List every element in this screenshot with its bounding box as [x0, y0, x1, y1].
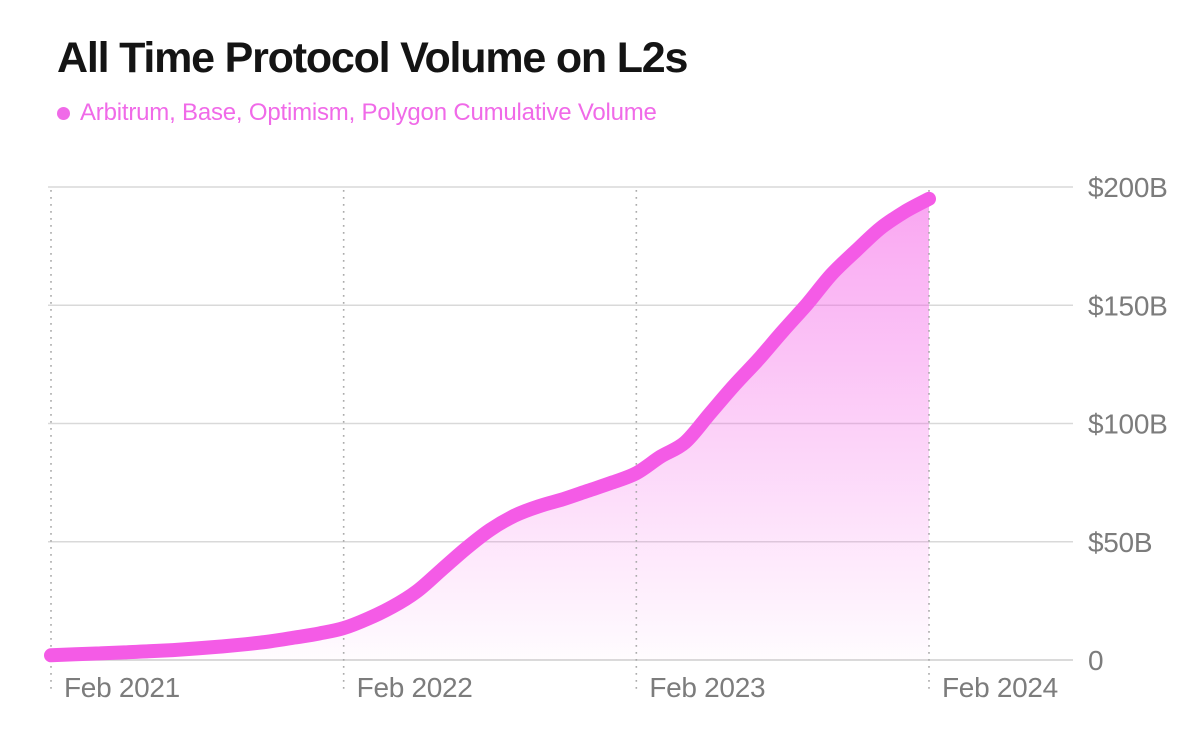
- area-fill-layer: [51, 198, 929, 661]
- legend: Arbitrum, Base, Optimism, Polygon Cumula…: [57, 99, 687, 127]
- y-axis-label: $200B: [1088, 172, 1167, 203]
- y-axis-label: $50B: [1088, 527, 1152, 558]
- volume-line-layer: [44, 191, 936, 663]
- x-axis-label: Feb 2022: [357, 672, 473, 703]
- x-axis-label: Feb 2021: [64, 672, 180, 703]
- y-axis-label: 0: [1088, 645, 1103, 676]
- legend-label: Arbitrum, Base, Optimism, Polygon Cumula…: [80, 99, 657, 127]
- chart-header: All Time Protocol Volume on L2s Arbitrum…: [57, 34, 688, 127]
- y-axis-label: $100B: [1088, 409, 1167, 440]
- legend-dot-icon: [57, 106, 70, 120]
- y-axis-label: $150B: [1088, 290, 1167, 321]
- x-axis-label: Feb 2023: [649, 672, 765, 703]
- chart-title: All Time Protocol Volume on L2s: [57, 34, 688, 82]
- x-axis-label: Feb 2024: [942, 672, 1058, 703]
- axis-labels: $200B $150B $100B $50B 0 Feb 2021 Feb 2022 Feb …: [64, 172, 1168, 703]
- area-fill: [51, 198, 929, 661]
- volume-line: [44, 191, 936, 663]
